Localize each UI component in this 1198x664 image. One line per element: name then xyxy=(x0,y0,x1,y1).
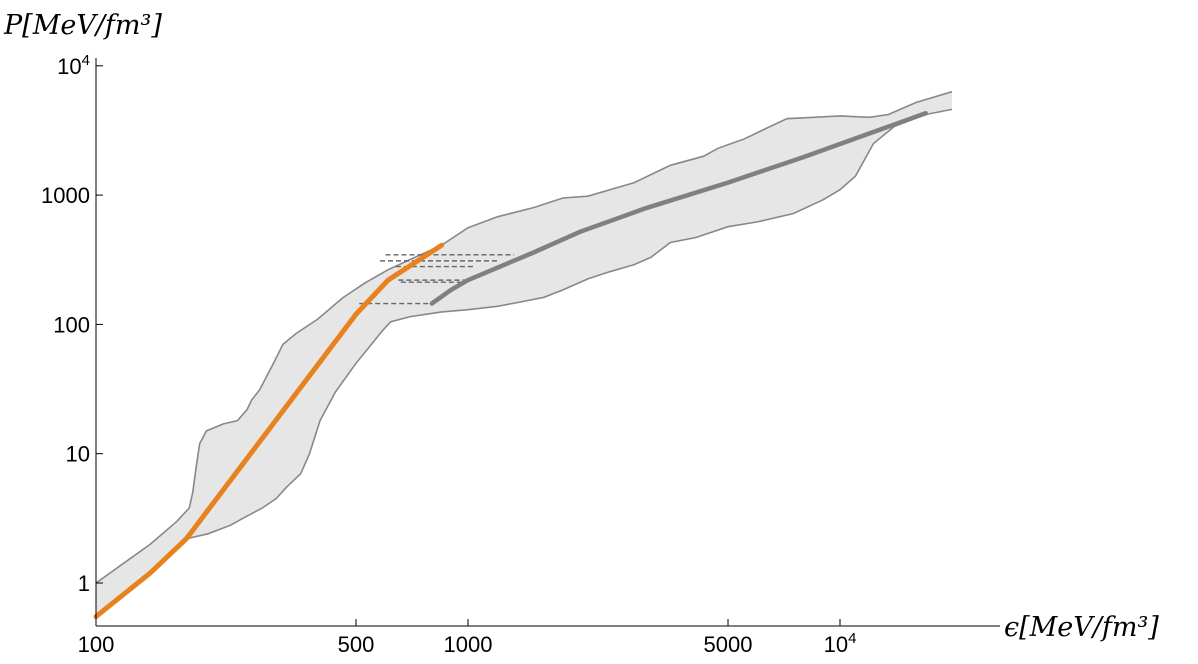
y-tick-label-1: 10 xyxy=(66,442,90,467)
x-tick-label-4: 104 xyxy=(824,630,857,657)
tick-marks: 100 500 1000 5000 104 1 10 100 1000 104 xyxy=(41,52,856,657)
y-tick-label-3: 1000 xyxy=(41,183,90,208)
band-fill xyxy=(96,91,952,617)
y-tick-exponent-4: 4 xyxy=(82,52,90,69)
band-lower-edge xyxy=(95,108,953,618)
eos-curves xyxy=(93,110,928,620)
y-tick-label-2: 100 xyxy=(53,312,90,337)
x-tick-label-3: 5000 xyxy=(704,632,753,657)
band-upper-edge xyxy=(95,90,953,584)
x-tick-label-2: 1000 xyxy=(444,632,493,657)
x-tick-exponent-4: 4 xyxy=(848,630,856,647)
y-tick-label-4: 104 xyxy=(57,52,90,79)
axes xyxy=(95,58,1000,627)
x-axis-label: ϵ[MeV/fm³] xyxy=(1004,612,1159,643)
uncertainty-band xyxy=(95,90,953,618)
x-tick-label-0: 100 xyxy=(78,632,115,657)
y-axis-label: P[MeV/fm³] xyxy=(3,10,162,41)
y-tick-label-0: 1 xyxy=(78,571,90,596)
gray-series-line xyxy=(429,110,928,306)
orange-series-line xyxy=(93,242,445,620)
x-tick-label-1: 500 xyxy=(338,632,375,657)
